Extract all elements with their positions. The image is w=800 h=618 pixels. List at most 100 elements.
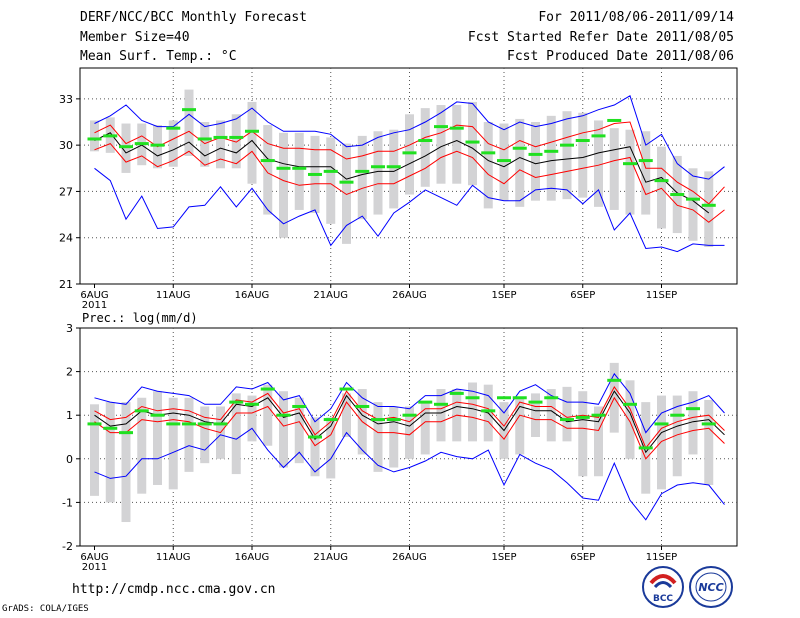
prec-xtick-label: 21AUG [313, 552, 348, 563]
temp-mean-marker [465, 140, 480, 144]
prec-range-box [704, 399, 714, 485]
temp-mean-marker [654, 179, 669, 183]
temp-range-box [184, 89, 194, 156]
prec-range-box [310, 417, 320, 477]
temp-range-box [499, 123, 509, 201]
temp-mean-marker [87, 137, 102, 141]
prec-range-box [247, 395, 257, 442]
prec-mean-marker [701, 422, 716, 426]
temp-mean-marker [386, 165, 401, 169]
prec-lower-envelope-line [94, 427, 725, 521]
prec-xtick-year: 2011 [82, 562, 107, 573]
bcc-logo: BCC [642, 566, 684, 608]
temp-range-box [231, 114, 241, 169]
temp-xtick-label: 6AUG [80, 290, 108, 301]
prec-range-box [672, 395, 682, 477]
temp-mean-marker [402, 151, 417, 155]
prec-mean-marker [386, 418, 401, 422]
temp-mean-marker [323, 169, 338, 173]
temp-range-box [641, 131, 651, 215]
temp-range-box [420, 108, 430, 187]
prec-mean-marker [150, 413, 165, 417]
temp-range-box [562, 111, 572, 200]
prec-range-box [405, 406, 414, 459]
prec-mean-marker [528, 400, 543, 404]
temp-mean-marker [481, 151, 496, 155]
temp-mean-marker [371, 165, 385, 169]
prec-upper-spread-line [94, 385, 725, 449]
temp-range-box [294, 132, 304, 210]
temp-range-box [594, 120, 603, 207]
temp-mean-marker [276, 166, 291, 170]
temp-range-box [657, 146, 666, 229]
temp-range-box [515, 118, 525, 207]
temp-mean-marker [686, 197, 700, 201]
prec-range-box [279, 391, 288, 468]
temp-mean-marker [449, 126, 464, 130]
temp-range-box [468, 101, 477, 186]
prec-mean-marker [497, 396, 511, 400]
software-credit: GrADS: COLA/IGES [2, 604, 89, 614]
temp-range-box [326, 137, 336, 224]
prec-mean-marker [544, 396, 559, 400]
temp-range-box [279, 132, 288, 238]
ncc-logo: NCC [689, 566, 733, 608]
prec-ytick-label: 0 [66, 453, 73, 466]
prec-mean-marker [213, 422, 228, 426]
prec-mean-marker [434, 402, 448, 406]
temp-range-box [263, 125, 273, 215]
prec-mean-marker [449, 391, 464, 395]
prec-xtick-label: 26AUG [392, 552, 427, 563]
prec-ytick-label: -2 [62, 540, 73, 553]
prec-range-box [515, 397, 525, 455]
prec-mean-marker [512, 396, 527, 400]
prec-mean-marker [292, 404, 307, 408]
prec-mean-marker [197, 422, 212, 426]
prec-mean-marker [623, 402, 637, 406]
chart-title: DERF/NCC/BCC Monthly Forecast [80, 10, 307, 25]
temp-mean-marker [245, 129, 259, 133]
prec-range-box [389, 406, 399, 468]
temp-range-box [121, 123, 131, 173]
temp-ytick-label: 21 [59, 278, 73, 291]
prec-range-box [326, 417, 336, 479]
prec-range-box [657, 395, 666, 490]
prec-mean-marker [607, 378, 622, 382]
temp-mean-marker [638, 159, 653, 163]
variable-label: Mean Surf. Temp.: °C [80, 49, 237, 64]
temp-range-box [578, 112, 588, 198]
temp-mean-marker [560, 143, 574, 147]
temp-mean-marker [260, 159, 275, 163]
prec-range-box [531, 393, 540, 437]
temp-range-box [405, 114, 414, 195]
prec-mean-marker [465, 396, 480, 400]
prec-range-box [200, 406, 210, 464]
prec-mean-marker [575, 415, 590, 419]
prec-range-box [594, 406, 603, 477]
prec-range-box [184, 397, 194, 472]
temp-ensemble-mean-line [94, 132, 710, 214]
prec-mean-marker [402, 413, 417, 417]
temp-range-box [436, 105, 446, 184]
temp-range-box [452, 105, 462, 184]
prec-mean-marker [87, 422, 102, 426]
prec-lower-spread-line [94, 396, 725, 460]
temp-upper-envelope-line [94, 95, 725, 180]
temp-xtick-label: 21AUG [313, 290, 348, 301]
prec-range-box [168, 397, 178, 490]
temp-range-box [342, 143, 351, 244]
prec-range-box [294, 397, 304, 464]
temp-lower-envelope-line [94, 167, 725, 253]
source-url[interactable]: http://cmdp.ncc.cma.gov.cn [72, 582, 276, 597]
temp-range-box [90, 120, 99, 152]
temp-mean-marker [670, 193, 685, 197]
prec-mean-marker [481, 409, 496, 413]
temp-range-box [168, 120, 178, 167]
temp-ytick-label: 27 [59, 185, 73, 198]
prec-plot-frame [79, 327, 738, 547]
temp-range-box [200, 122, 210, 167]
temp-mean-marker [434, 125, 448, 129]
prec-mean-marker [276, 413, 291, 417]
